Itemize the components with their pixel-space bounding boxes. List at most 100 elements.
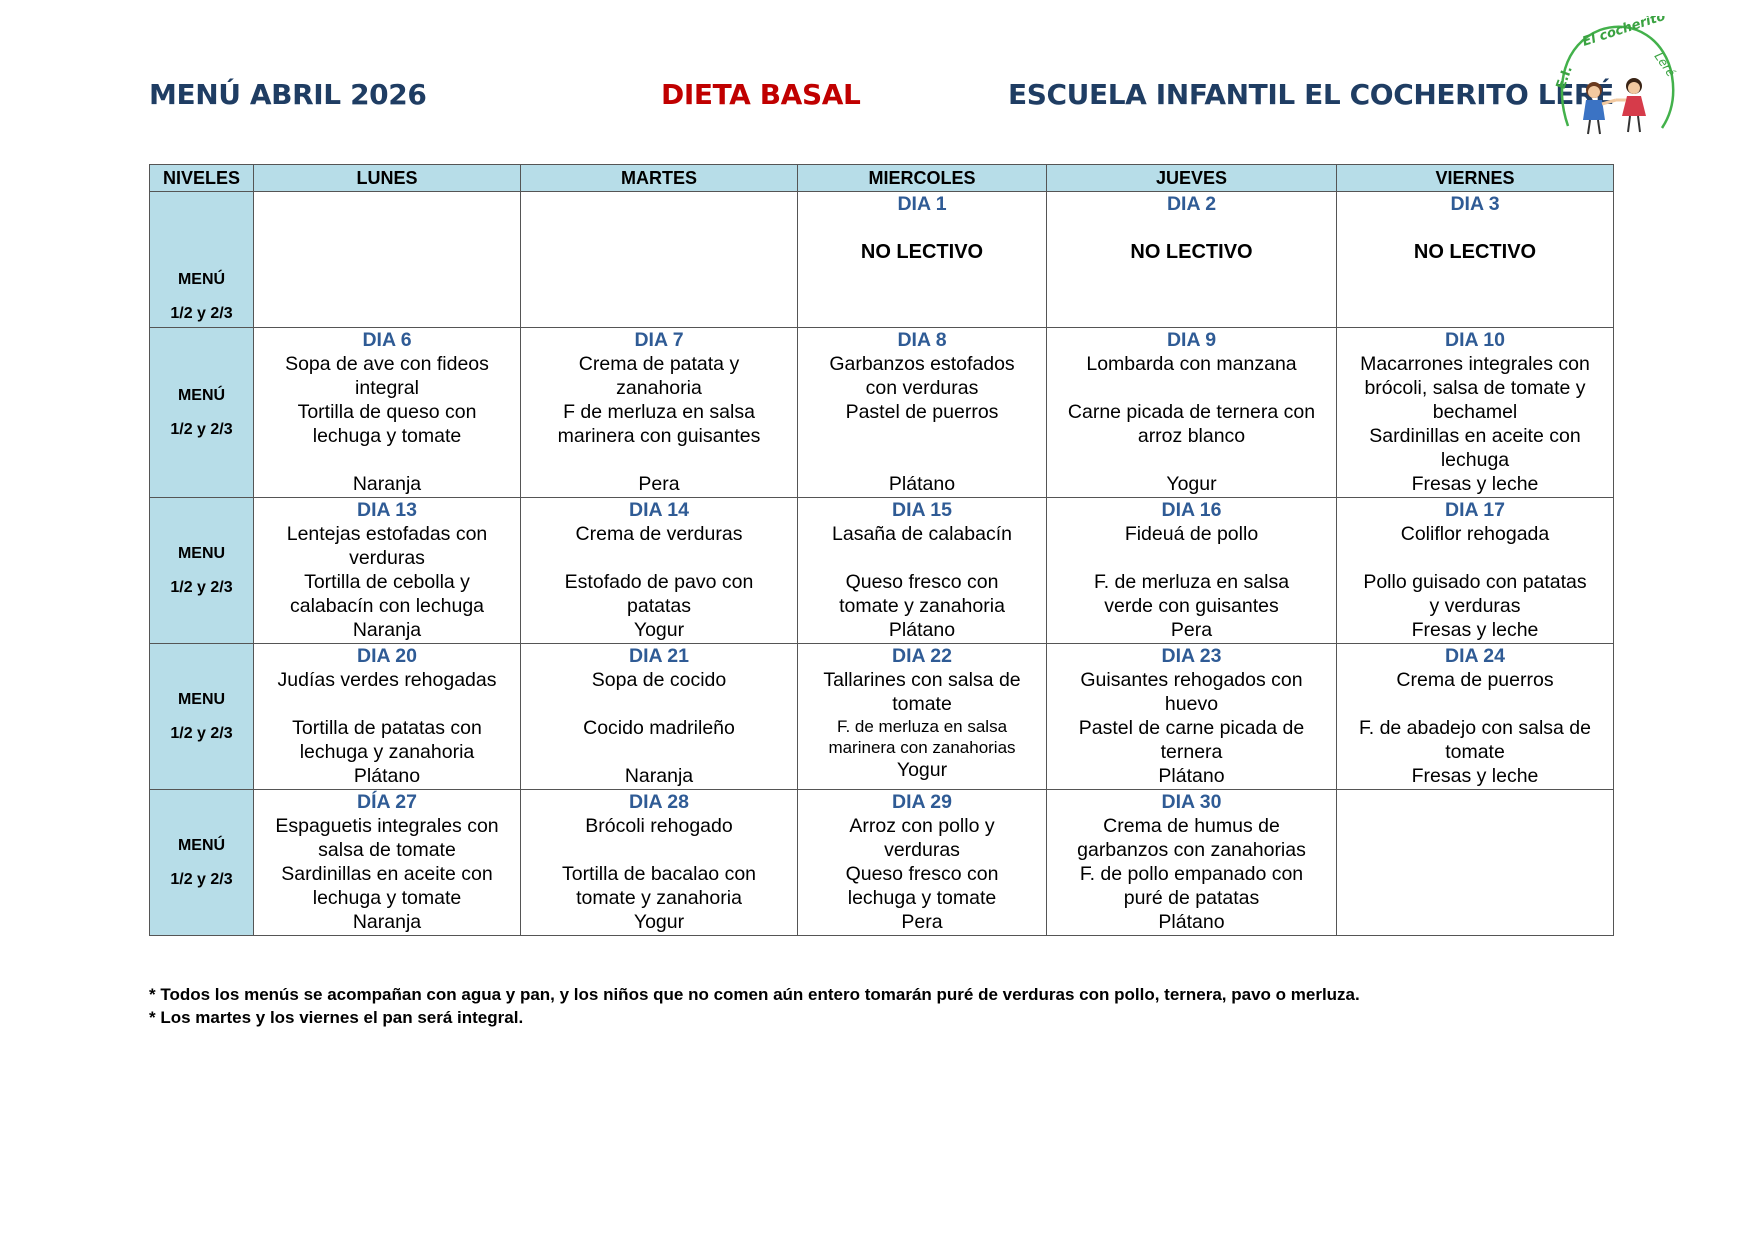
menu-line: verduras: [884, 839, 960, 861]
day-cell-martes: DIA 7 Crema de patata y zanahoria F de merl…: [520, 327, 798, 498]
col-header-niveles: NIVELES: [149, 164, 254, 192]
day-cell-martes: DIA 28 Brócoli rehogado Tortilla de bacala…: [520, 789, 798, 936]
svg-text:El cocherito: El cocherito: [1581, 16, 1668, 50]
day-number: DÍA 27: [357, 791, 417, 813]
menu-line: Fresas y leche: [1411, 619, 1539, 641]
day-cell-lunes: DIA 20 Judías verdes rehogadas Tortilla de…: [253, 643, 521, 790]
day-cell-jueves: DIA 30 Crema de humus de garbanzos con zan…: [1046, 789, 1337, 936]
menu-line: [1047, 376, 1336, 400]
menu-line: Guisantes rehogados con: [1080, 669, 1303, 691]
day-cell-jueves: DIA 16 Fideuá de pollo F. de merluza en sa…: [1046, 497, 1337, 644]
day-number: DIA 29: [892, 791, 952, 813]
week-row: MENÚ 1/2 y 2/3 DIA 1 NO LECTIVO DIA 2 NO LECT…: [149, 191, 1614, 328]
no-school-note: NO LECTIVO: [1413, 241, 1537, 263]
day-number: DIA 13: [357, 499, 417, 521]
level-label: MENU: [177, 544, 226, 562]
menu-line: Estofado de pavo con: [564, 571, 754, 593]
menu-line: [521, 692, 797, 716]
col-header-miercoles: MIERCOLES: [797, 164, 1047, 192]
menu-line: lechuga y tomate: [312, 425, 462, 447]
menu-line: verde con guisantes: [1104, 595, 1279, 617]
day-number: DIA 8: [897, 329, 947, 351]
col-header-martes: MARTES: [520, 164, 798, 192]
menu-line: Pastel de puerros: [845, 401, 999, 423]
day-number: DIA 1: [897, 193, 947, 215]
menu-line: Plátano: [888, 473, 956, 495]
day-cell-martes: [520, 191, 798, 328]
footnotes: * Todos los menús se acompañan con agua …: [149, 983, 1360, 1029]
day-number: DIA 30: [1161, 791, 1222, 813]
menu-line: Sardinillas en aceite con: [1369, 425, 1581, 447]
day-cell-miercoles: DIA 15 Lasaña de calabacín Queso fresco co…: [797, 497, 1047, 644]
menu-line: salsa de tomate: [318, 839, 456, 861]
menu-line: Crema de patata y: [578, 353, 740, 375]
table-header-row: NIVELES LUNES MARTES MIERCOLES JUEVES VI…: [149, 164, 1614, 192]
menu-line: Garbanzos estofados: [829, 353, 1015, 375]
day-cell-martes: DIA 21 Sopa de cocido Cocido madrileño Nara…: [520, 643, 798, 790]
menu-line: Carne picada de ternera con: [1067, 401, 1316, 423]
day-cell-viernes: DIA 24 Crema de puerros F. de abadejo con …: [1336, 643, 1614, 790]
day-number: DIA 15: [892, 499, 952, 521]
level-cell: MENU 1/2 y 2/3: [149, 643, 254, 790]
menu-line: [1047, 448, 1336, 472]
col-header-jueves: JUEVES: [1046, 164, 1337, 192]
menu-line: Tortilla de queso con: [297, 401, 477, 423]
level-cell: MENÚ 1/2 y 2/3: [149, 327, 254, 498]
menu-line: Crema de verduras: [575, 523, 743, 545]
menu-line: Tortilla de patatas con: [292, 717, 482, 739]
level-label: MENÚ: [177, 386, 226, 404]
menu-line: Plátano: [888, 619, 956, 641]
menu-line: Crema de puerros: [1396, 669, 1554, 691]
menu-line: marinera con guisantes: [557, 425, 761, 447]
menu-line: zanahoria: [616, 377, 702, 399]
menu-table: NIVELES LUNES MARTES MIERCOLES JUEVES VI…: [149, 164, 1614, 936]
week-row: MENÚ 1/2 y 2/3 DIA 6 Sopa de ave con fideos…: [149, 327, 1614, 498]
no-school-note: NO LECTIVO: [860, 241, 984, 263]
day-cell-lunes: DÍA 27 Espaguetis integrales con salsa de …: [253, 789, 521, 936]
day-cell-miercoles: DIA 29 Arroz con pollo y verduras Queso fre…: [797, 789, 1047, 936]
menu-line: Naranja: [352, 911, 422, 933]
menu-line: Yogur: [1166, 473, 1217, 495]
menu-line: patatas: [627, 595, 691, 617]
menu-line: Pollo guisado con patatas: [1363, 571, 1587, 593]
menu-line: Judías verdes rehogadas: [277, 669, 497, 691]
menu-line: [254, 448, 520, 472]
day-number: DIA 23: [1161, 645, 1222, 667]
menu-line: Espaguetis integrales con: [275, 815, 499, 837]
menu-line: Yogur: [633, 911, 685, 933]
day-number: DIA 22: [892, 645, 952, 667]
no-school-note: NO LECTIVO: [1130, 241, 1253, 263]
menu-line: Plátano: [1158, 911, 1225, 933]
svg-text:Leré: Leré: [1652, 50, 1678, 80]
menu-line: tomate: [892, 693, 952, 715]
level-label: MENÚ: [177, 271, 226, 288]
day-number: DIA 28: [629, 791, 689, 813]
day-cell-miercoles: DIA 8 Garbanzos estofados con verduras Past…: [797, 327, 1047, 498]
menu-line: puré de patatas: [1123, 887, 1260, 909]
menu-line: garbanzos con zanahorias: [1077, 839, 1306, 861]
level-grades: 1/2 y 2/3: [170, 578, 233, 596]
menu-line: lechuga y tomate: [847, 887, 997, 909]
menu-line: y verduras: [1429, 595, 1521, 617]
menu-line: marinera con zanahorias: [828, 738, 1016, 757]
menu-line: Crema de humus de: [1103, 815, 1280, 837]
menu-line: Tortilla de bacalao con: [561, 863, 757, 885]
level-grades: 1/2 y 2/3: [170, 870, 233, 888]
day-number: DIA 10: [1445, 329, 1505, 351]
menu-line: huevo: [1164, 693, 1219, 715]
menu-line: Fresas y leche: [1411, 765, 1539, 787]
level-cell: MENU 1/2 y 2/3: [149, 497, 254, 644]
menu-line: [1337, 546, 1613, 570]
menu-line: [521, 448, 797, 472]
menu-line: Brócoli rehogado: [585, 815, 733, 837]
menu-line: Yogur: [896, 759, 948, 781]
level-label: MENU: [177, 690, 226, 708]
day-number: DIA 16: [1161, 499, 1222, 521]
menu-line: Plátano: [1158, 765, 1225, 787]
menu-line: Tortilla de cebolla y: [304, 571, 470, 593]
menu-line: Naranja: [352, 619, 422, 641]
menu-line: ternera: [1160, 741, 1223, 763]
footnote: * Los martes y los viernes el pan será i…: [149, 1008, 524, 1027]
week-row: MENÚ 1/2 y 2/3 DÍA 27 Espaguetis integrales…: [149, 789, 1614, 936]
level-cell: MENÚ 1/2 y 2/3: [149, 191, 254, 328]
